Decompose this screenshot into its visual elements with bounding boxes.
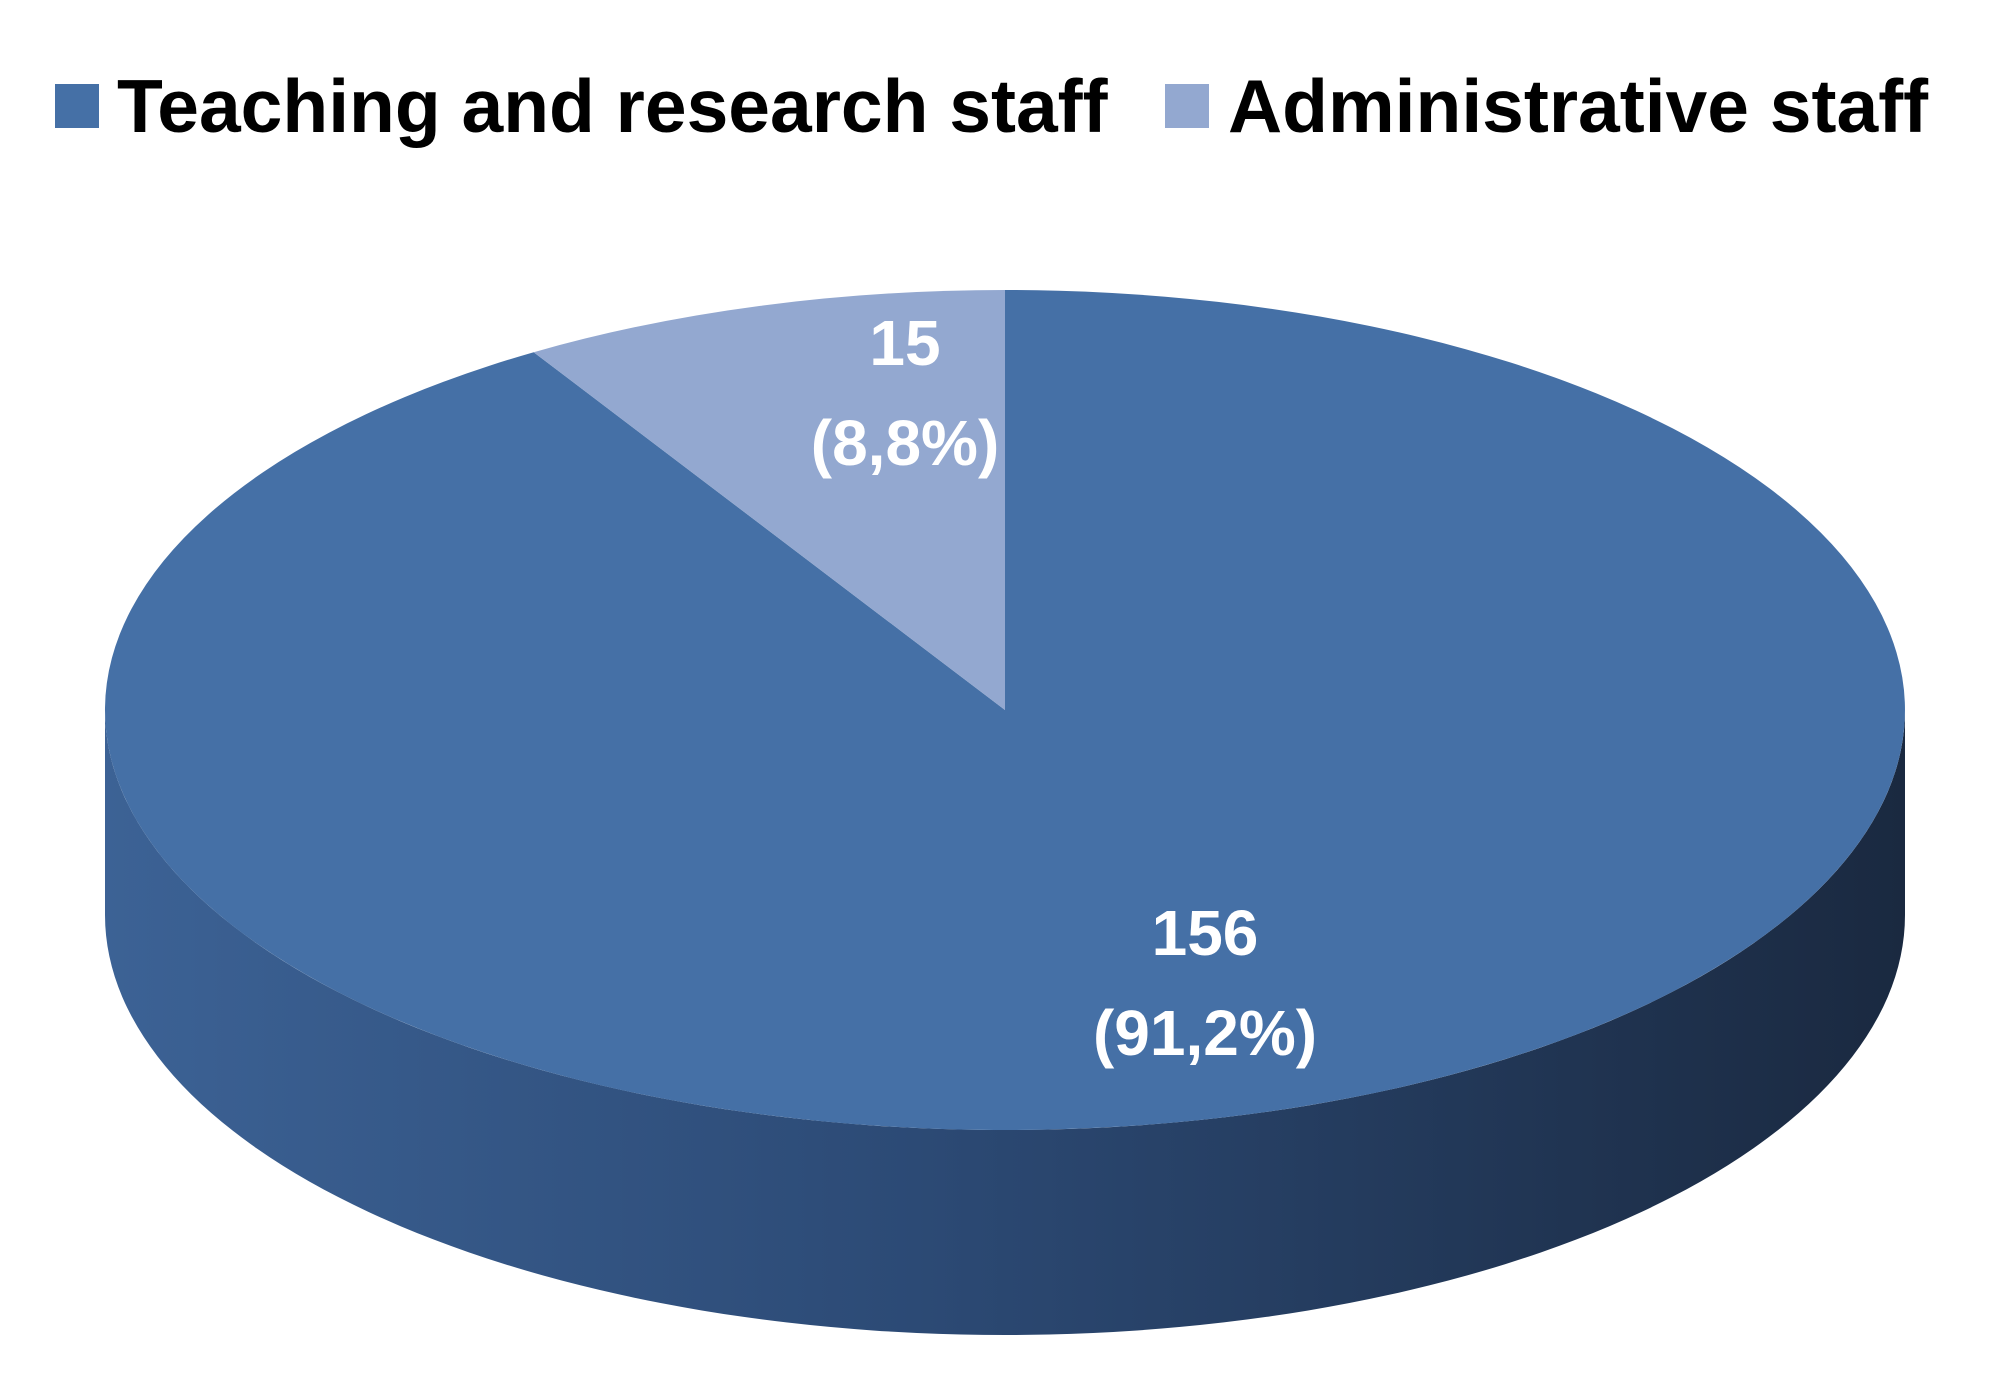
legend-label-administrative: Administrative staff (1228, 64, 1929, 148)
data-label-value-teaching: 156 (1152, 897, 1259, 969)
pie-slice-teaching (104, 290, 1905, 1130)
data-label-percent-administrative: (8,8%) (811, 407, 1000, 479)
pie-body (104, 290, 1905, 1335)
data-labels: 156 (91,2%) 15 (8,8%) (811, 307, 1317, 1069)
pie-slice-administrative (533, 290, 1005, 710)
legend-swatch-administrative (1165, 84, 1209, 128)
data-label-percent-teaching: (91,2%) (1093, 997, 1317, 1069)
pie-side-wall (105, 710, 1905, 1335)
legend-label-teaching: Teaching and research staff (117, 64, 1109, 148)
data-label-value-administrative: 15 (869, 307, 940, 379)
legend: Teaching and research staff Administrati… (55, 64, 1929, 148)
legend-swatch-teaching (55, 84, 99, 128)
